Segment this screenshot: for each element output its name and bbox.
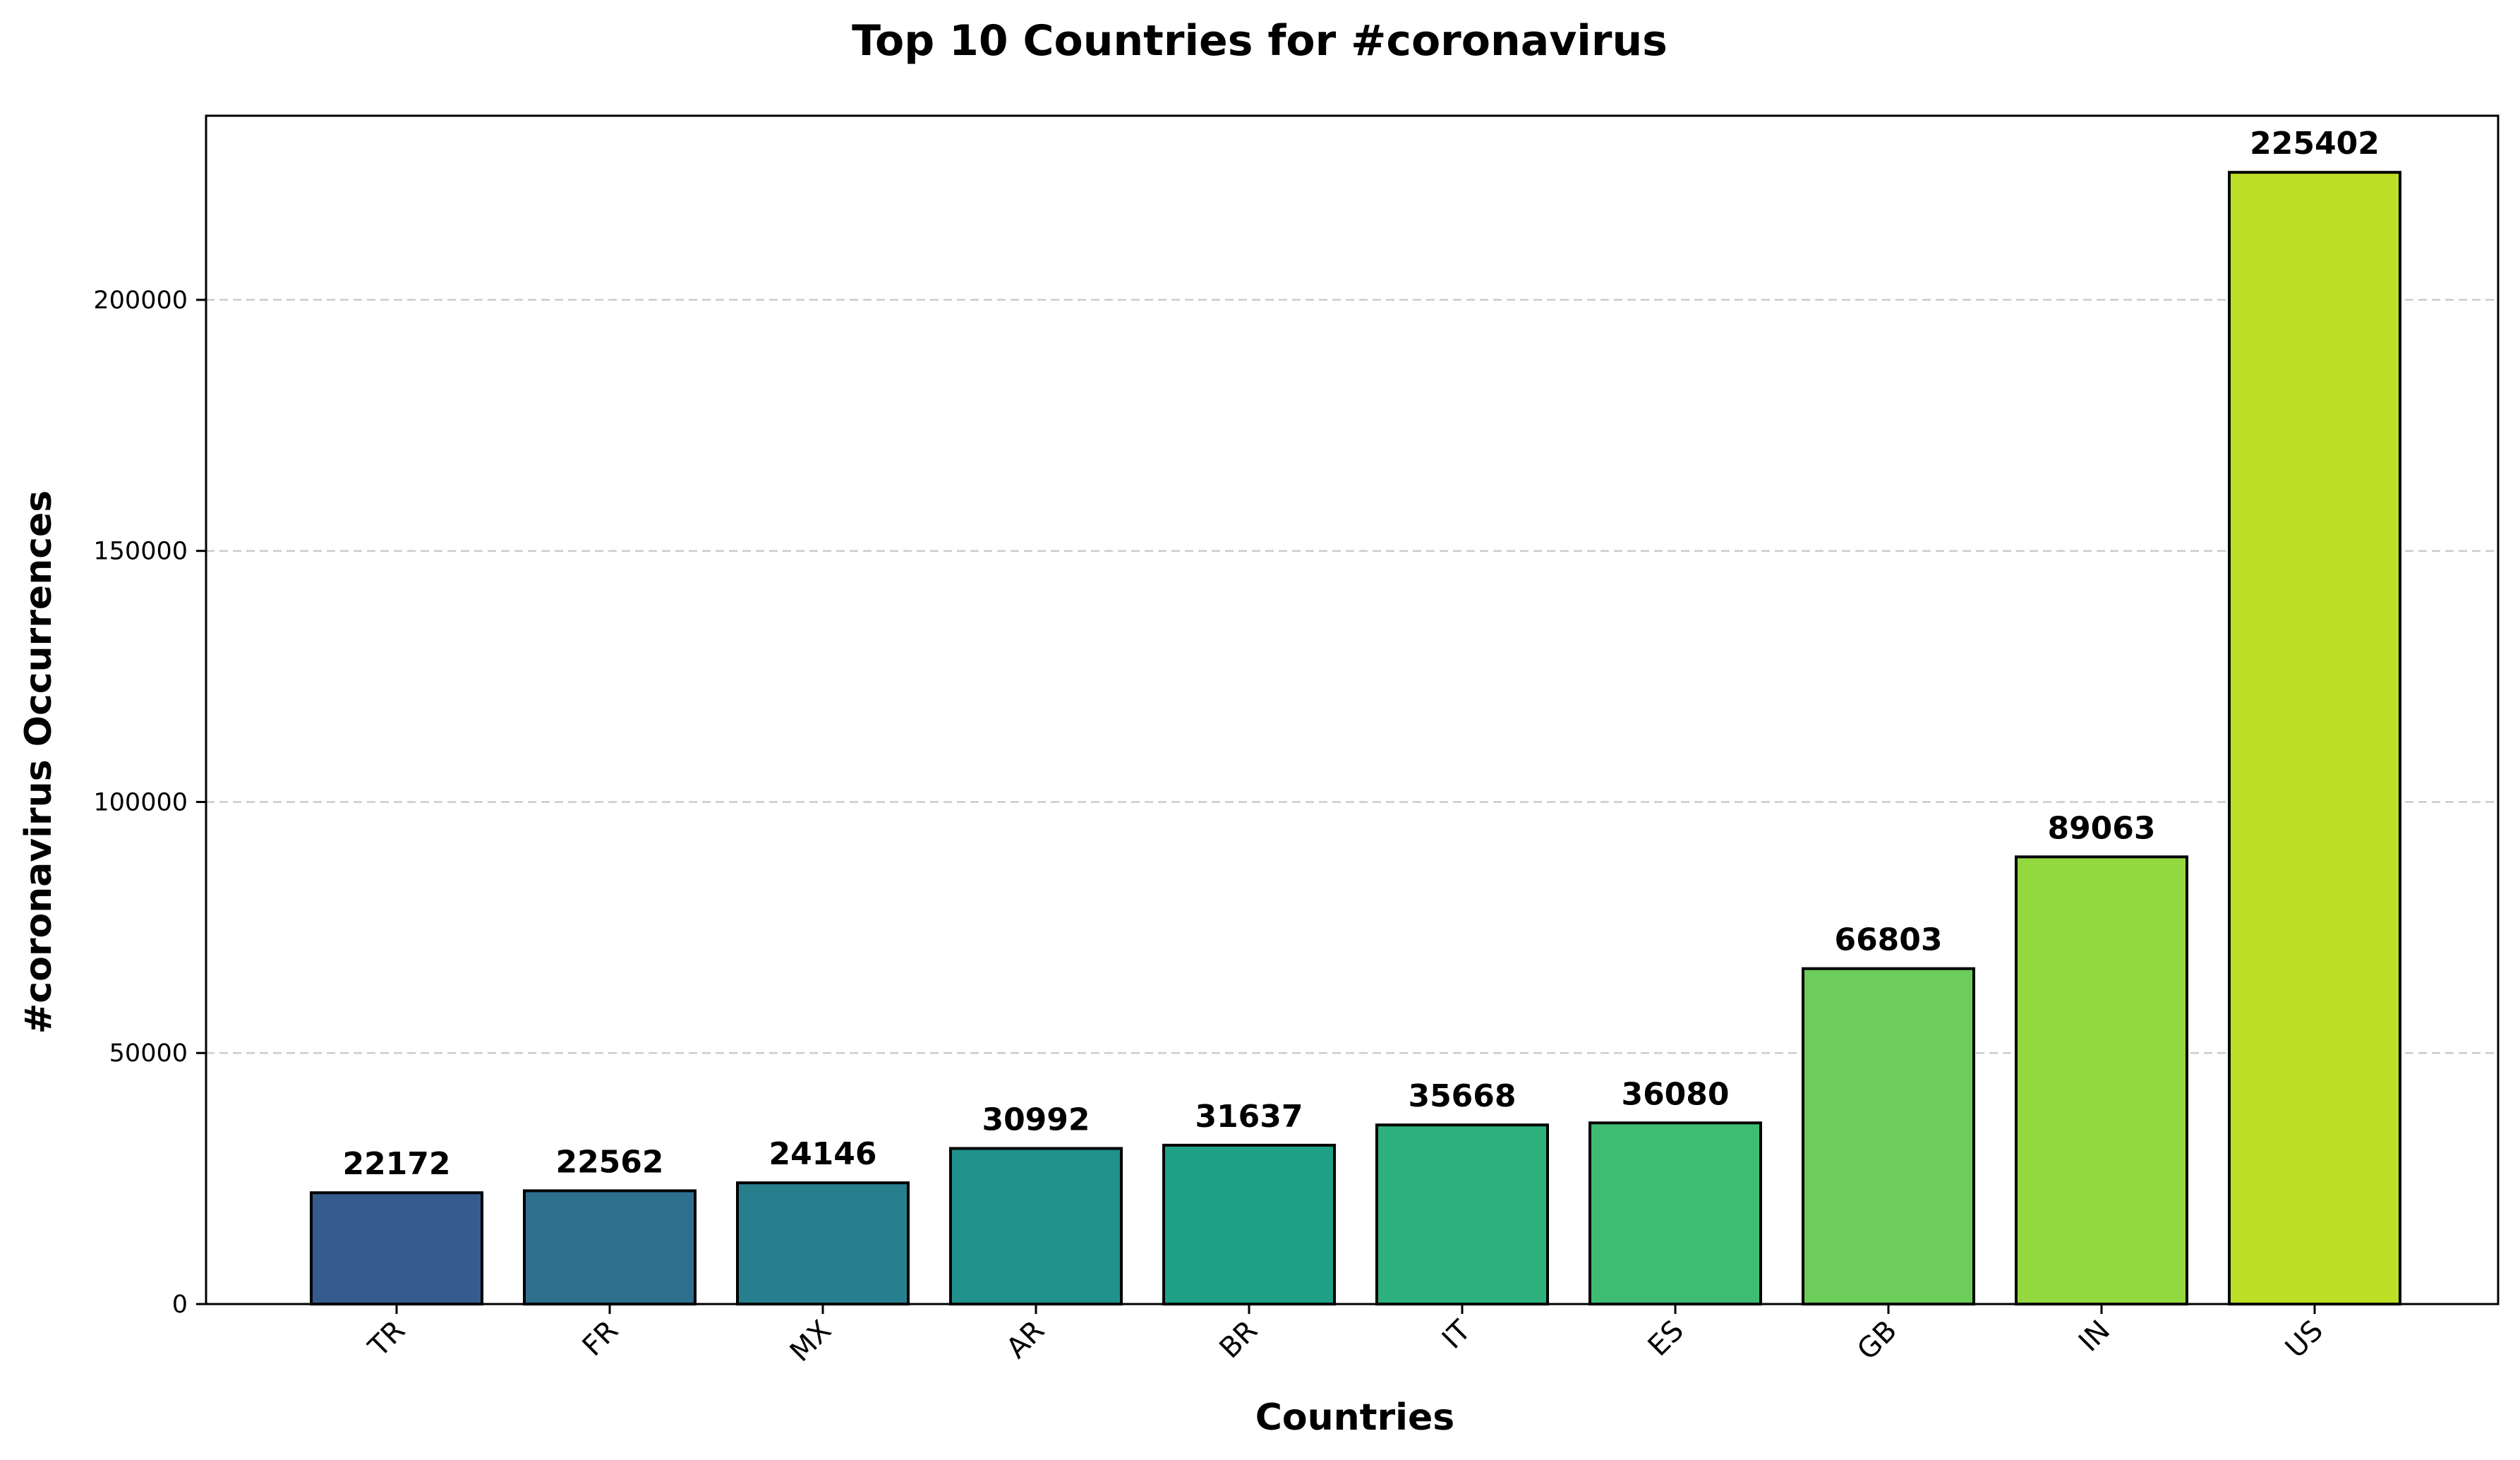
bar-it [1375,1123,1549,1306]
bar-br [1162,1143,1336,1305]
bar-ar [949,1147,1123,1305]
bar-es [1588,1121,1762,1305]
data-label: 35668 [1408,1078,1516,1114]
data-label: 31637 [1195,1099,1303,1135]
y-tick-label: 50000 [109,1039,188,1068]
data-label: 22562 [555,1144,663,1180]
bar-fr [523,1189,697,1305]
bar-mx [736,1181,910,1306]
y-axis-label: #coronavirus Occurrences [18,490,60,1034]
y-tick-label: 200000 [93,286,188,315]
data-label: 66803 [1834,922,1942,958]
data-label: 24146 [768,1136,876,1172]
data-label: 30992 [982,1102,1090,1138]
bar-tr [310,1191,483,1306]
data-labels: 22172 22562 24146 30992 31637 35668 36080 66803… [342,126,2379,1182]
y-tick-label: 100000 [93,788,188,816]
data-label: 36080 [1621,1076,1729,1112]
y-tick-label: 150000 [93,538,188,566]
y-tick-label: 0 [172,1291,188,1319]
data-label: 22172 [342,1146,450,1182]
bar-gb [1802,967,1975,1305]
chart-title: Top 10 Countries for #coronavirus [852,16,1668,66]
bar-in [2015,855,2188,1305]
y-axis-ticks: 0 50000 100000 150000 200000 [93,286,206,1319]
bars [310,171,2401,1306]
x-axis-label: Countries [1255,1396,1454,1439]
plot-frame [205,114,2500,1305]
data-label: 89063 [2047,810,2155,846]
data-label: 225402 [2250,126,2380,162]
bar-us [2228,171,2401,1305]
